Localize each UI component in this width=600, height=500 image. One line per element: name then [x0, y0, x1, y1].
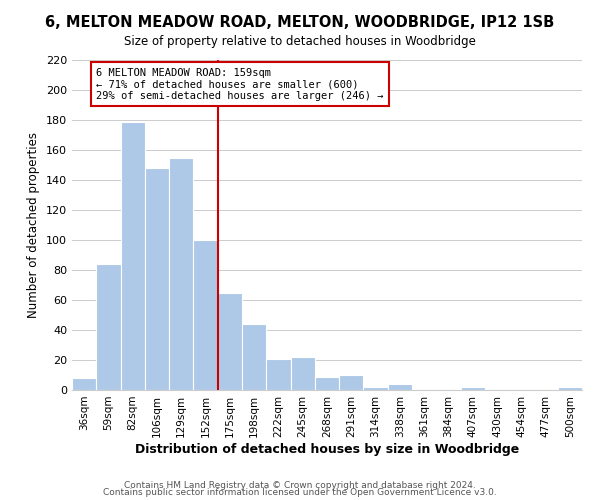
Bar [388, 384, 412, 390]
Bar [461, 387, 485, 390]
Bar [121, 122, 145, 390]
Bar [315, 376, 339, 390]
Bar [339, 375, 364, 390]
Bar [266, 358, 290, 390]
Text: Contains public sector information licensed under the Open Government Licence v3: Contains public sector information licen… [103, 488, 497, 497]
Bar [96, 264, 121, 390]
Bar [72, 378, 96, 390]
Text: 6, MELTON MEADOW ROAD, MELTON, WOODBRIDGE, IP12 1SB: 6, MELTON MEADOW ROAD, MELTON, WOODBRIDG… [46, 15, 554, 30]
Text: Contains HM Land Registry data © Crown copyright and database right 2024.: Contains HM Land Registry data © Crown c… [124, 480, 476, 490]
Bar [145, 168, 169, 390]
Bar [364, 387, 388, 390]
Bar [218, 292, 242, 390]
X-axis label: Distribution of detached houses by size in Woodbridge: Distribution of detached houses by size … [135, 442, 519, 456]
Bar [558, 387, 582, 390]
Y-axis label: Number of detached properties: Number of detached properties [28, 132, 40, 318]
Bar [242, 324, 266, 390]
Bar [169, 158, 193, 390]
Bar [290, 357, 315, 390]
Text: Size of property relative to detached houses in Woodbridge: Size of property relative to detached ho… [124, 35, 476, 48]
Bar [193, 240, 218, 390]
Text: 6 MELTON MEADOW ROAD: 159sqm
← 71% of detached houses are smaller (600)
29% of s: 6 MELTON MEADOW ROAD: 159sqm ← 71% of de… [96, 68, 384, 100]
